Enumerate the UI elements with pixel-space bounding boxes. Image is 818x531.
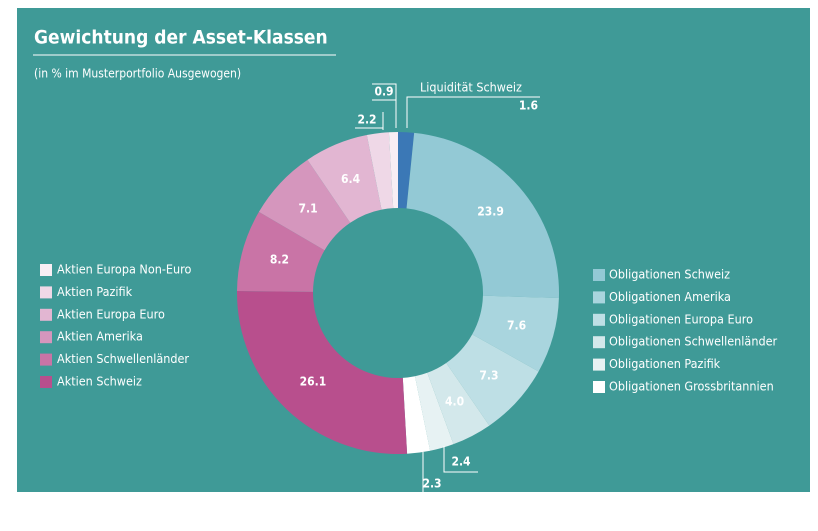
leader-line xyxy=(355,112,384,130)
slice xyxy=(427,363,490,445)
chart-subtitle: (in % im Musterportfolio Ausgewogen) xyxy=(34,67,241,81)
slice xyxy=(398,132,415,209)
slice xyxy=(307,135,382,223)
slice xyxy=(414,372,454,451)
slice xyxy=(237,290,408,454)
data-label: 2.3 xyxy=(422,477,441,491)
legend-label: Obligationen Grossbritannien xyxy=(609,379,774,394)
legend-swatch xyxy=(40,376,52,388)
slice xyxy=(402,376,431,454)
slice xyxy=(366,132,394,210)
legend-swatch xyxy=(593,269,605,281)
legend-label: Aktien Europa Non-Euro xyxy=(57,262,191,277)
slice xyxy=(237,211,325,292)
data-label: 23.9 xyxy=(477,204,504,218)
legend-swatch xyxy=(593,313,605,326)
legend-swatch xyxy=(40,353,52,366)
legend-swatch xyxy=(40,286,52,299)
data-label: 4.0 xyxy=(445,395,464,409)
legend-swatch xyxy=(40,264,52,276)
legend-label: Obligationen Europa Euro xyxy=(609,311,753,326)
legend-swatch xyxy=(593,291,605,304)
legend-label: Obligationen Schweiz xyxy=(609,267,730,282)
slice xyxy=(472,295,559,372)
data-label: 8.2 xyxy=(270,253,289,267)
legend-label: Aktien Schwellenländer xyxy=(57,351,189,366)
legend-swatch xyxy=(593,381,605,393)
leader-line xyxy=(372,83,397,128)
legend-swatch xyxy=(40,308,52,321)
slice xyxy=(258,159,351,251)
data-label: 2.4 xyxy=(451,455,471,469)
data-label: 1.6 xyxy=(519,99,538,113)
callout-name: Liquidität Schweiz xyxy=(420,80,522,95)
legend-label: Obligationen Pazifik xyxy=(609,356,721,371)
slice xyxy=(406,132,559,299)
legend-swatch xyxy=(593,358,605,371)
data-label: 6.4 xyxy=(341,172,361,186)
chart-title: Gewichtung der Asset-Klassen xyxy=(34,27,328,49)
data-label: 2.2 xyxy=(357,113,376,127)
data-label: 7.6 xyxy=(507,318,526,332)
slice xyxy=(446,334,539,426)
legend-swatch xyxy=(40,331,52,344)
slice xyxy=(388,132,398,209)
legend-swatch xyxy=(593,336,605,349)
legend-label: Aktien Amerika xyxy=(57,329,143,344)
data-label: 0.9 xyxy=(374,85,393,99)
legend-label: Obligationen Amerika xyxy=(609,289,731,304)
leader-line xyxy=(406,96,540,128)
data-label: 7.3 xyxy=(479,368,498,382)
data-label: 7.1 xyxy=(299,202,318,216)
leader-line xyxy=(443,446,478,473)
legend-label: Aktien Pazifik xyxy=(57,284,133,299)
legend-label: Aktien Europa Euro xyxy=(57,306,165,321)
data-label: 26.1 xyxy=(300,374,327,388)
legend-label: Aktien Schweiz xyxy=(57,374,142,389)
leader-line xyxy=(422,452,446,495)
legend-label: Obligationen Schwellenländer xyxy=(609,334,778,349)
